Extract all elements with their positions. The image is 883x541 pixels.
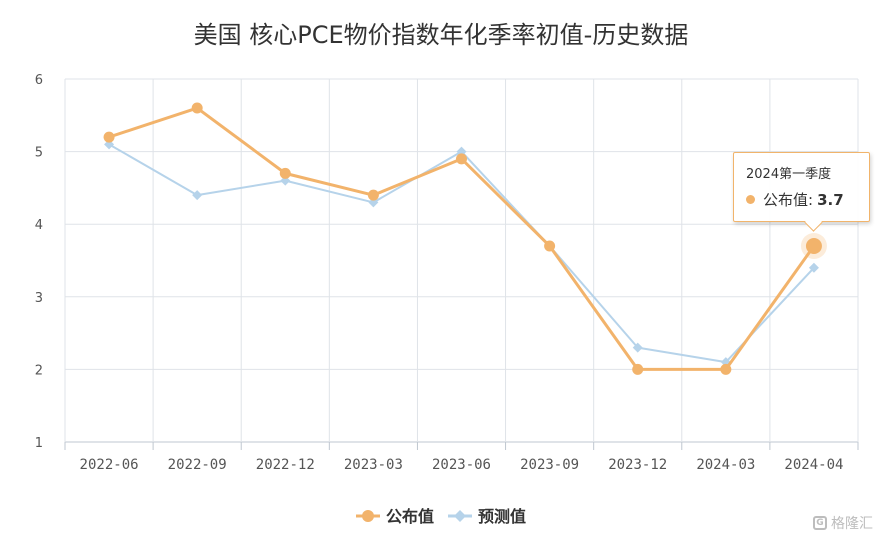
- watermark-text: 格隆汇: [831, 516, 873, 532]
- data-point-forecast[interactable]: [192, 190, 203, 201]
- data-point-published[interactable]: [279, 167, 291, 179]
- tooltip-row: 公布值: 3.7: [746, 189, 869, 210]
- data-point-published[interactable]: [805, 237, 822, 254]
- watermark: G 格隆汇: [813, 513, 873, 533]
- x-tick-label: 2023-03: [344, 457, 403, 473]
- y-tick-label: 1: [35, 436, 43, 451]
- x-tick-label: 2023-09: [520, 457, 579, 473]
- gelonghui-logo-icon: G: [813, 516, 827, 530]
- x-tick-label: 2022-09: [168, 457, 227, 473]
- series-line-forecast: [108, 143, 815, 364]
- legend-label[interactable]: 预测值: [478, 507, 526, 526]
- y-tick-label: 4: [35, 218, 43, 233]
- x-tick-label: 2024-04: [784, 457, 843, 473]
- data-point-forecast[interactable]: [632, 342, 643, 353]
- data-tooltip: 2024第一季度 公布值: 3.7: [733, 152, 870, 222]
- data-point-published[interactable]: [367, 189, 379, 201]
- data-point-forecast[interactable]: [808, 262, 819, 273]
- legend-marker-circle-icon[interactable]: [362, 510, 374, 522]
- y-tick-label: 2: [35, 363, 43, 378]
- tooltip-value: 3.7: [817, 190, 844, 209]
- x-tick-label: 2023-06: [432, 457, 491, 473]
- y-tick-label: 3: [35, 291, 43, 306]
- tooltip-series-dot: [746, 195, 755, 204]
- x-tick-label: 2022-12: [256, 457, 315, 473]
- x-tick-label: 2023-12: [608, 457, 667, 473]
- legend-label[interactable]: 公布值: [386, 507, 434, 526]
- x-tick-label: 2022-06: [80, 457, 139, 473]
- data-point-published[interactable]: [632, 363, 644, 375]
- legend-marker-diamond-icon[interactable]: [454, 510, 466, 522]
- x-tick-label: 2024-03: [696, 457, 755, 473]
- data-point-published[interactable]: [720, 363, 732, 375]
- data-point-published[interactable]: [456, 153, 467, 165]
- data-point-published[interactable]: [544, 240, 556, 252]
- tooltip-series-label: 公布值:: [763, 191, 814, 209]
- chart-title: 美国 核心PCE物价指数年化季率初值-历史数据: [194, 21, 689, 49]
- y-tick-label: 6: [35, 73, 43, 88]
- y-tick-label: 5: [35, 146, 43, 161]
- data-point-published[interactable]: [103, 131, 115, 143]
- data-point-published[interactable]: [191, 102, 203, 114]
- tooltip-title: 2024第一季度: [746, 167, 832, 182]
